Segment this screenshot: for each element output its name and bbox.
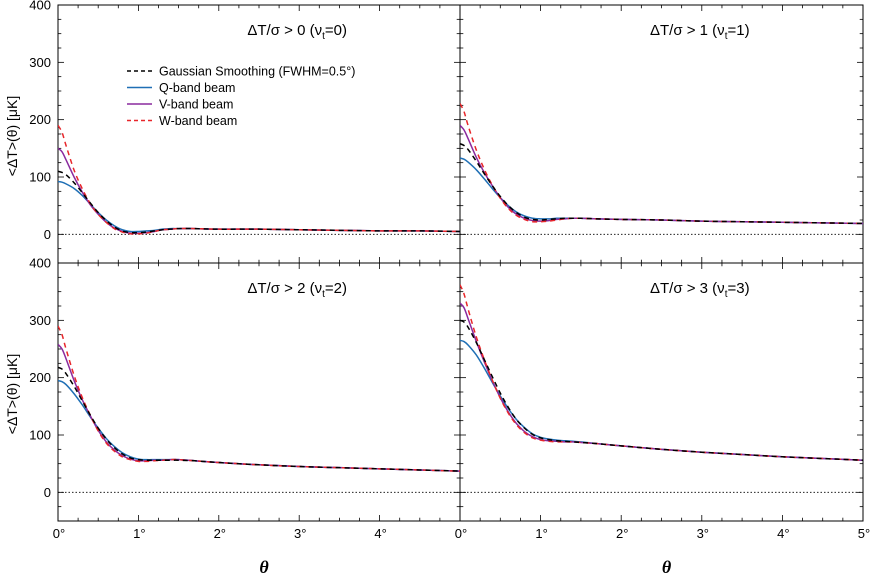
panel-3-frame: [57, 262, 461, 522]
y-tick-label: 0: [44, 485, 51, 500]
panel-2-title-subscript: t: [725, 31, 728, 42]
x-axis-label: θ: [662, 557, 672, 576]
y-tick-label: 200: [29, 370, 51, 385]
panel-1-series-q-band-beam: [58, 180, 460, 233]
y-tick-label: 300: [29, 55, 51, 70]
legend-label-q-band-beam: Q-band beam: [159, 81, 235, 95]
panel-4-title-main: ΔT/σ > 3 (ν: [650, 280, 725, 297]
axes-layer: [57, 4, 864, 522]
y-tick-label: 0: [44, 227, 51, 242]
panel-2-series-v-band-beam: [460, 124, 863, 225]
panel-1-title: ΔT/σ > 0 (νt=0): [247, 22, 347, 42]
x-tick-label: 2°: [616, 526, 628, 541]
x-tick-label: 0°: [455, 526, 467, 541]
x-tick-label: 0°: [53, 526, 65, 541]
y-tick-label: 100: [29, 428, 51, 443]
panel-3-title-subscript: t: [322, 289, 325, 300]
panel-3-series-gaussian-smoothing-fwhm-0-5: [58, 366, 460, 472]
x-tick-label: 2°: [214, 526, 226, 541]
y-axis-label: <ΔT>(θ) [μK]: [4, 96, 20, 176]
panel-1-series-w-band-beam: [58, 125, 460, 235]
panel-1-series-v-band-beam: [58, 147, 460, 235]
legend-label-gaussian-smoothing-fwhm-0-5: Gaussian Smoothing (FWHM=0.5°): [159, 65, 355, 79]
x-tick-label: 1°: [133, 526, 145, 541]
panel-2-series-q-band-beam: [460, 157, 863, 225]
panel-2-title: ΔT/σ > 1 (νt=1): [650, 22, 750, 42]
y-tick-label: 100: [29, 170, 51, 185]
legend-label-v-band-beam: V-band beam: [159, 98, 233, 112]
panel-2-title-end: =1): [727, 22, 749, 39]
x-tick-label: 4°: [777, 526, 789, 541]
panel-3-series-q-band-beam: [58, 379, 460, 472]
panel-4-series-q-band-beam: [460, 339, 863, 461]
x-tick-label: 3°: [697, 526, 709, 541]
panel-1-series-gaussian-smoothing-fwhm-0-5: [58, 170, 460, 234]
y-axis-label: <ΔT>(θ) [μK]: [4, 354, 20, 434]
panel-2-series-gaussian-smoothing-fwhm-0-5: [460, 143, 863, 225]
x-axis-label: θ: [259, 557, 269, 576]
panel-3-series-w-band-beam: [58, 325, 460, 472]
panel-3-series-v-band-beam: [58, 343, 460, 472]
x-tick-label: 5°: [858, 526, 870, 541]
panel-2-frame: [459, 4, 864, 264]
y-tick-label: 400: [29, 0, 51, 13]
panel-1-title-main: ΔT/σ > 0 (ν: [247, 22, 322, 39]
panel-4-series-w-band-beam: [460, 284, 863, 461]
panel-2-series-w-band-beam: [460, 103, 863, 225]
data-layer: [58, 103, 863, 472]
y-tick-label: 300: [29, 313, 51, 328]
panel-3-title-main: ΔT/σ > 2 (ν: [247, 280, 322, 297]
panel-4-frame: [459, 262, 864, 522]
panel-3-title-end: =2): [325, 280, 347, 297]
x-tick-label: 3°: [294, 526, 306, 541]
panel-4-title-end: =3): [727, 280, 749, 297]
panel-1-title-end: =0): [325, 22, 347, 39]
panel-2-title-main: ΔT/σ > 1 (ν: [650, 22, 725, 39]
y-tick-label: 200: [29, 112, 51, 127]
panel-4-series-v-band-beam: [460, 302, 863, 461]
panel-1-title-subscript: t: [322, 31, 325, 42]
x-tick-label: 1°: [535, 526, 547, 541]
panel-4-series-gaussian-smoothing-fwhm-0-5: [460, 319, 863, 461]
panel-1-frame: [57, 4, 461, 264]
y-tick-label: 400: [29, 256, 51, 271]
legend-label-w-band-beam: W-band beam: [159, 114, 237, 128]
x-tick-label: 4°: [374, 526, 386, 541]
panel-4-title-subscript: t: [725, 289, 728, 300]
panel-3-title: ΔT/σ > 2 (νt=2): [247, 280, 347, 300]
panel-4-title: ΔT/σ > 3 (νt=3): [650, 280, 750, 300]
